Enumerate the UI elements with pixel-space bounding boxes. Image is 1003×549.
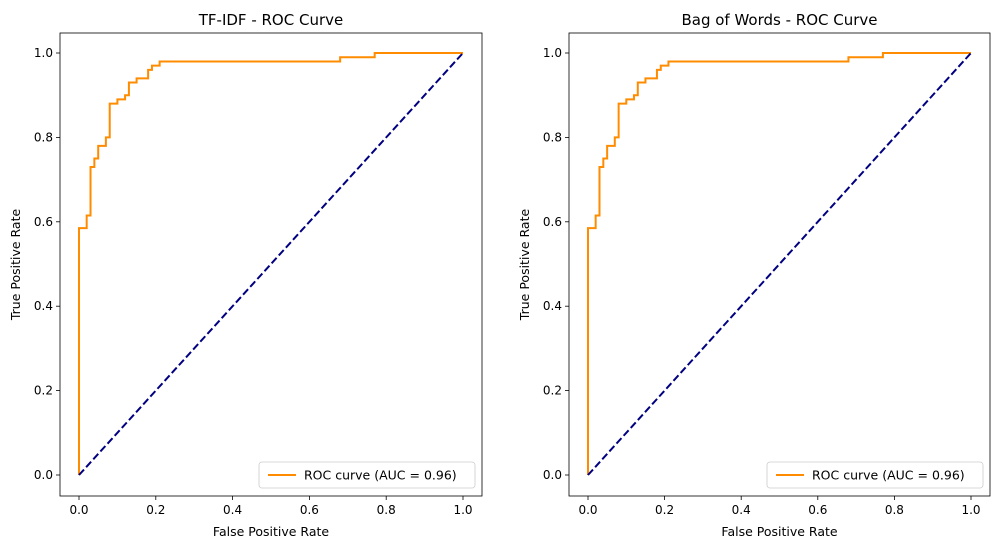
plot-frame: [59, 32, 483, 497]
y-tick-label: 0.0: [543, 468, 562, 482]
legend-label: ROC curve (AUC = 0.96): [304, 468, 457, 483]
y-tick-label: 0.8: [543, 130, 562, 144]
diagonal-reference-line: [78, 52, 464, 476]
roc-curve-line: [78, 52, 463, 475]
x-tick-label: 0.2: [655, 503, 674, 517]
y-tick-label: 1.0: [543, 46, 562, 60]
y-tick-label: 1.0: [34, 46, 53, 60]
legend-box: [766, 461, 984, 489]
diagonal-reference-line: [587, 52, 972, 476]
x-tick-label: 0.8: [885, 503, 904, 517]
y-tick-label: 0.4: [34, 299, 53, 313]
legend: ROC curve (AUC = 0.96): [766, 461, 984, 489]
y-tick-label: 0.6: [34, 215, 53, 229]
y-tick-label: 0.6: [543, 215, 562, 229]
x-tick-label: 0.4: [223, 503, 242, 517]
x-tick-label: 0.6: [300, 503, 319, 517]
y-axis-label: True Positive Rate: [8, 209, 23, 322]
chart-title: Bag of Words - ROC Curve: [681, 11, 877, 29]
y-tick-label: 0.2: [543, 384, 562, 398]
y-axis-label: True Positive Rate: [517, 209, 532, 322]
x-tick-label: 1.0: [961, 503, 980, 517]
y-tick-label: 0.4: [543, 299, 562, 313]
roc-curve-line: [587, 52, 971, 475]
x-tick-label: 0.2: [146, 503, 165, 517]
plot-frame: [568, 32, 991, 497]
x-tick-label: 0.8: [377, 503, 396, 517]
x-tick-label: 1.0: [453, 503, 472, 517]
x-tick-label: 0.0: [69, 503, 88, 517]
x-axis-label: False Positive Rate: [213, 524, 329, 539]
chart-panel-1: TF-IDF - ROC Curve 0.0 0.2 0.4 0.6 0.8 1.0 0.0 0…: [8, 11, 483, 539]
x-tick-label: 0.6: [808, 503, 827, 517]
x-tick-label: 0.0: [578, 503, 597, 517]
legend-label: ROC curve (AUC = 0.96): [812, 468, 965, 483]
x-tick-label: 0.4: [732, 503, 751, 517]
chart-panel-2: Bag of Words - ROC Curve 0.0 0.2 0.4 0.6 0.8 1…: [517, 11, 991, 539]
chart-title: TF-IDF - ROC Curve: [198, 11, 343, 29]
legend-box: [258, 461, 476, 489]
y-tick-label: 0.8: [34, 130, 53, 144]
x-axis-label: False Positive Rate: [721, 524, 837, 539]
y-tick-label: 0.2: [34, 384, 53, 398]
legend: ROC curve (AUC = 0.96): [258, 461, 476, 489]
y-tick-label: 0.0: [34, 468, 53, 482]
